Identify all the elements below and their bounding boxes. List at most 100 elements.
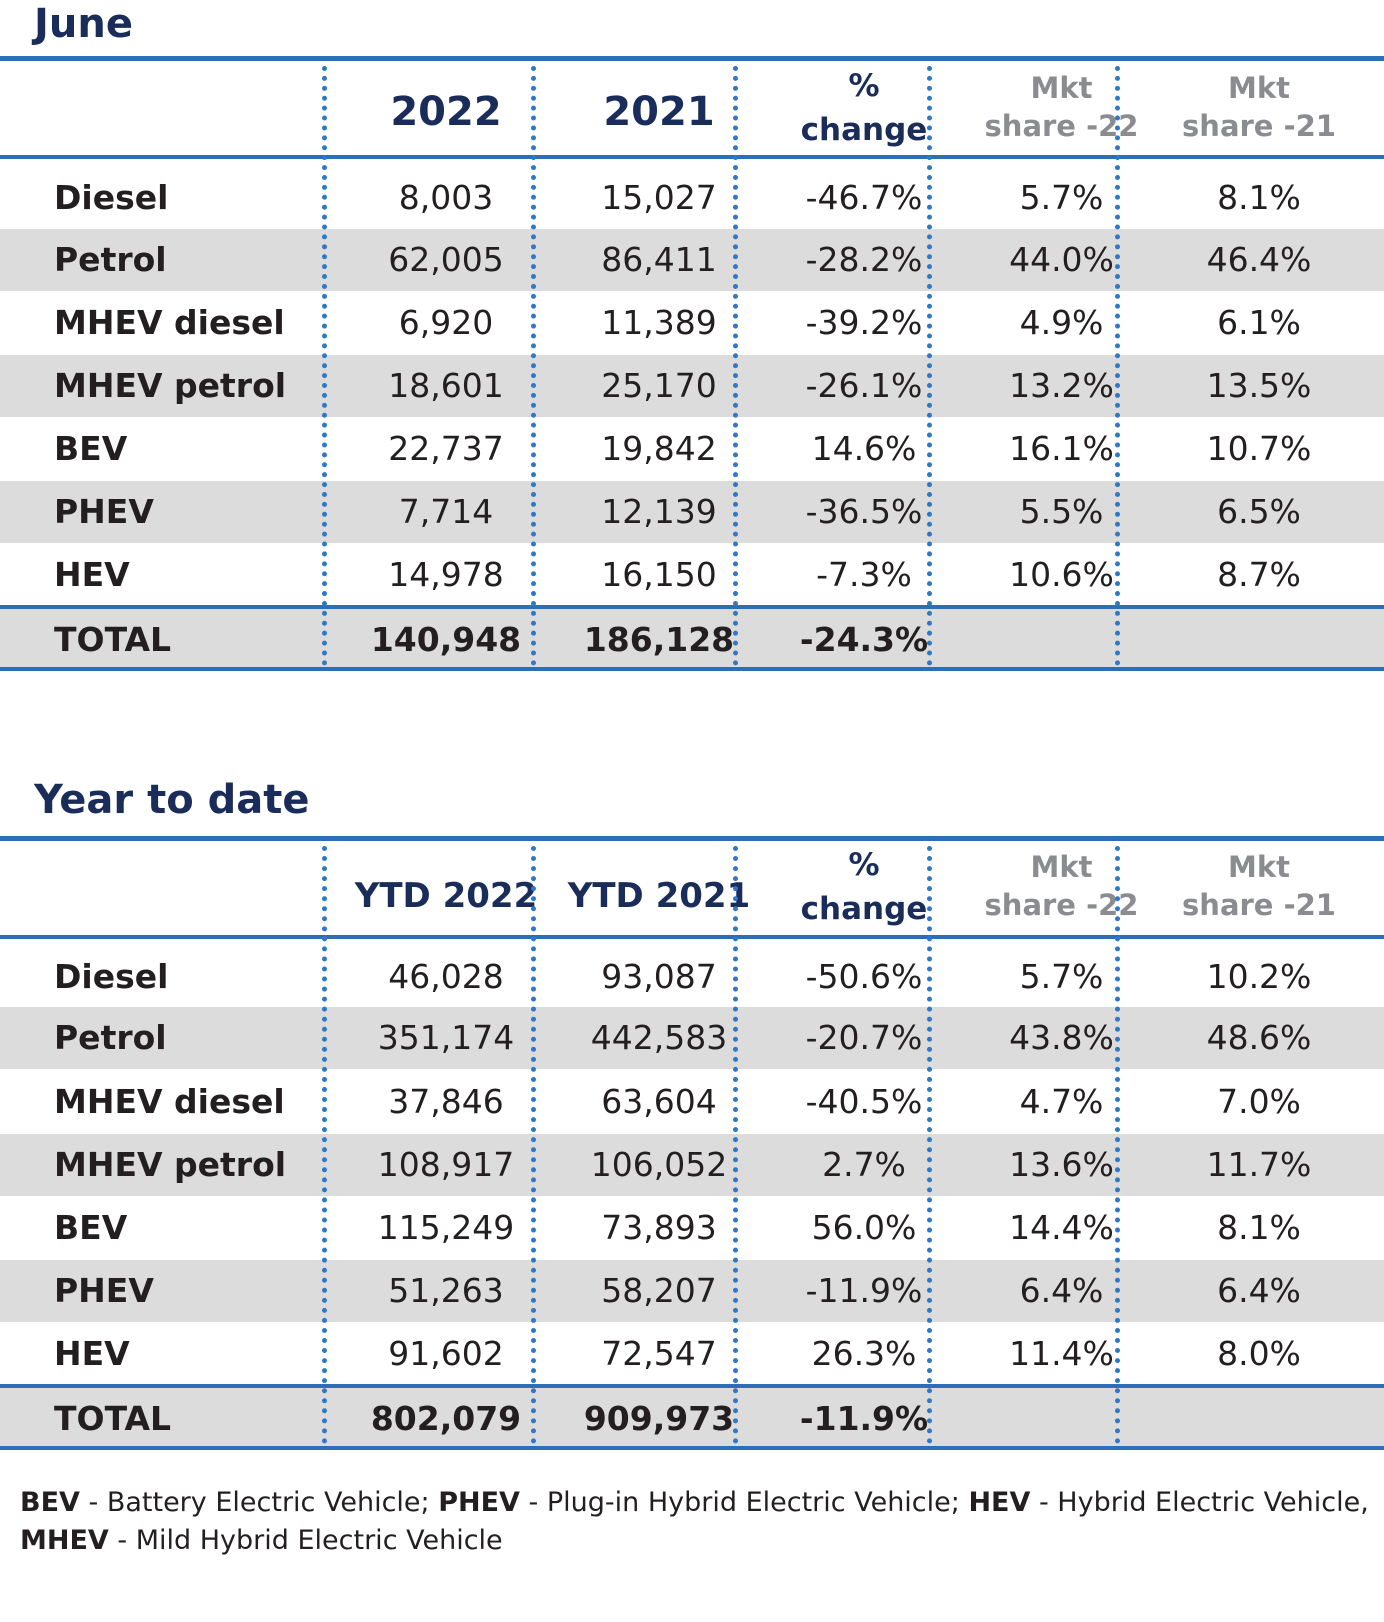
cell-2022: 140,948	[370, 620, 522, 659]
cell-2021: 19,842	[601, 429, 717, 468]
cell-ytd-2021: 106,052	[590, 1145, 728, 1184]
cell-share-22: 6.4%	[1019, 1271, 1104, 1310]
cell-share-21: 10.7%	[1206, 429, 1312, 468]
cell-2022: 14,978	[388, 555, 504, 594]
row-label: Petrol	[54, 240, 167, 279]
row-label: MHEV diesel	[54, 1082, 285, 1121]
cell-ytd-2022: 46,028	[388, 957, 504, 996]
footnote-phev-text: - Plug-in Hybrid Electric Vehicle;	[519, 1487, 969, 1518]
row-label: PHEV	[54, 1271, 154, 1310]
cell-2021: 12,139	[601, 492, 717, 531]
ytd-header-mkt22-line2: share -22	[984, 888, 1139, 922]
row-label: MHEV petrol	[54, 366, 287, 405]
footnote-hev-abbr: HEV	[968, 1487, 1031, 1518]
table-row: MHEV petrol 108,917 106,052 2.7% 13.6% 1…	[0, 1134, 1384, 1196]
total-row: TOTAL 140,948 186,128 -24.3%	[0, 609, 1384, 669]
column-divider	[927, 846, 932, 1444]
cell-share-21: 8.1%	[1217, 178, 1301, 217]
cell-share-21: 6.1%	[1217, 303, 1301, 342]
cell-share-21: 48.6%	[1206, 1018, 1312, 1057]
cell-share-21: 11.7%	[1206, 1145, 1312, 1184]
cell-share-22: 16.1%	[1009, 429, 1114, 468]
row-label: BEV	[54, 1208, 128, 1247]
cell-2022: 8,003	[398, 178, 494, 217]
cell-2021: 86,411	[601, 240, 717, 279]
table-row: MHEV diesel 37,846 63,604 -40.5% 4.7% 7.…	[0, 1071, 1384, 1133]
june-title: June	[34, 1, 133, 47]
footnote-hev-text: - Hybrid Electric Vehicle,	[1030, 1487, 1369, 1518]
cell-change: -24.3%	[799, 620, 929, 659]
row-label: HEV	[54, 555, 130, 594]
ytd-top-rule	[0, 836, 1384, 841]
cell-ytd-2021: 93,087	[601, 957, 717, 996]
cell-share-22: 5.7%	[1019, 178, 1104, 217]
ytd-bottom-rule	[0, 1446, 1384, 1450]
cell-change: -26.1%	[805, 366, 923, 405]
ytd-header-mkt21-line1: Mkt	[1227, 850, 1290, 884]
cell-change: 26.3%	[811, 1334, 917, 1373]
column-divider	[1115, 66, 1120, 666]
cell-share-22: 43.8%	[1009, 1018, 1114, 1057]
cell-change: -50.6%	[805, 957, 923, 996]
table-row: BEV 115,249 73,893 56.0% 14.4% 8.1%	[0, 1197, 1384, 1259]
cell-ytd-2021: 73,893	[601, 1208, 717, 1247]
cell-ytd-2021: 63,604	[601, 1082, 717, 1121]
row-label: BEV	[54, 429, 128, 468]
cell-ytd-2021: 442,583	[590, 1018, 728, 1057]
june-header-mkt22-line2: share -22	[984, 109, 1139, 143]
june-top-rule	[0, 56, 1384, 61]
june-total-rule	[0, 605, 1384, 609]
cell-change: -36.5%	[805, 492, 923, 531]
cell-share-22: 13.6%	[1009, 1145, 1114, 1184]
table-row: Diesel 46,028 93,087 -50.6% 5.7% 10.2%	[0, 946, 1384, 1008]
june-bottom-rule	[0, 667, 1384, 671]
column-divider	[322, 66, 327, 666]
column-divider	[531, 846, 536, 1444]
cell-ytd-2022: 51,263	[388, 1271, 504, 1310]
ytd-title: Year to date	[34, 777, 310, 823]
cell-share-21: 8.0%	[1217, 1334, 1301, 1373]
cell-share-21: 6.5%	[1217, 492, 1301, 531]
row-label: TOTAL	[54, 1399, 172, 1438]
cell-change: 14.6%	[811, 429, 917, 468]
cell-ytd-2022: 37,846	[388, 1082, 504, 1121]
cell-2021: 11,389	[601, 303, 717, 342]
row-label: Petrol	[54, 1018, 167, 1057]
row-label: Diesel	[54, 178, 169, 217]
column-divider	[733, 846, 738, 1444]
cell-2022: 62,005	[388, 240, 504, 279]
footnote-mhev-text: - Mild Hybrid Electric Vehicle	[108, 1525, 503, 1556]
cell-2022: 22,737	[388, 429, 504, 468]
table-row: HEV 14,978 16,150 -7.3% 10.6% 8.7%	[0, 544, 1384, 606]
total-row: TOTAL 802,079 909,973 -11.9%	[0, 1388, 1384, 1448]
footnote-mhev-abbr: MHEV	[20, 1525, 109, 1556]
table-row: Petrol 62,005 86,411 -28.2% 44.0% 46.4%	[0, 229, 1384, 291]
row-label: PHEV	[54, 492, 154, 531]
column-divider	[927, 66, 932, 666]
row-label: TOTAL	[54, 620, 172, 659]
cell-share-22: 10.6%	[1009, 555, 1114, 594]
june-header-2021: 2021	[603, 89, 715, 135]
cell-2021: 25,170	[601, 366, 717, 405]
cell-share-22: 4.9%	[1019, 303, 1104, 342]
table-row: Petrol 351,174 442,583 -20.7% 43.8% 48.6…	[0, 1007, 1384, 1069]
cell-2021: 186,128	[583, 620, 735, 659]
june-header-mkt21-line2: share -21	[1182, 109, 1336, 143]
june-header-mkt22-line1: Mkt	[1030, 71, 1093, 105]
ytd-header-rule	[0, 935, 1384, 939]
cell-2021: 15,027	[601, 178, 717, 217]
cell-change: 2.7%	[822, 1145, 906, 1184]
cell-share-21: 6.4%	[1217, 1271, 1301, 1310]
footnote-bev-abbr: BEV	[20, 1487, 80, 1518]
june-header-mkt21-line1: Mkt	[1227, 71, 1290, 105]
cell-ytd-2021: 909,973	[583, 1399, 735, 1438]
ytd-header-2021: YTD 2021	[567, 876, 751, 916]
ytd-header-mkt22-line1: Mkt	[1030, 850, 1093, 884]
june-header-rule	[0, 155, 1384, 159]
cell-2022: 18,601	[388, 366, 504, 405]
cell-share-22: 44.0%	[1009, 240, 1114, 279]
column-divider	[531, 66, 536, 666]
cell-ytd-2022: 115,249	[377, 1208, 515, 1247]
footnote-phev-abbr: PHEV	[438, 1487, 520, 1518]
cell-ytd-2022: 108,917	[377, 1145, 515, 1184]
